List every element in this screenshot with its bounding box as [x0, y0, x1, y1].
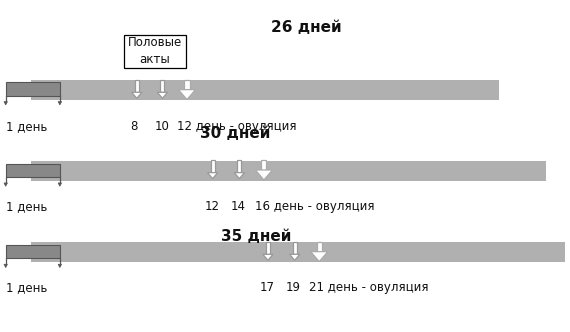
Polygon shape: [58, 102, 62, 105]
Polygon shape: [4, 264, 7, 268]
Text: 30 дней: 30 дней: [200, 126, 270, 141]
Polygon shape: [290, 254, 300, 260]
FancyBboxPatch shape: [124, 35, 186, 68]
Polygon shape: [58, 183, 62, 186]
Text: 10: 10: [155, 120, 170, 133]
Polygon shape: [135, 80, 139, 92]
Text: 17: 17: [259, 281, 274, 294]
Polygon shape: [211, 160, 214, 173]
Bar: [6, 245, 60, 258]
Polygon shape: [4, 102, 7, 105]
Polygon shape: [58, 264, 62, 268]
Bar: [31, 242, 565, 262]
Polygon shape: [185, 80, 189, 90]
Polygon shape: [266, 242, 270, 254]
Polygon shape: [238, 160, 242, 173]
Text: 1 день: 1 день: [6, 200, 47, 213]
Bar: [6, 82, 60, 96]
Text: 8: 8: [130, 120, 137, 133]
Bar: [31, 161, 546, 181]
Polygon shape: [263, 254, 273, 260]
Polygon shape: [234, 173, 245, 179]
Text: 16 день - овуляция: 16 день - овуляция: [255, 200, 374, 213]
Text: 12: 12: [205, 200, 219, 213]
Text: 14: 14: [231, 200, 246, 213]
Text: 1 день: 1 день: [6, 281, 47, 294]
Polygon shape: [317, 242, 321, 252]
Text: Половые
акты: Половые акты: [128, 37, 182, 66]
Polygon shape: [255, 170, 272, 180]
Text: 19: 19: [286, 281, 300, 294]
Bar: [6, 164, 60, 177]
Polygon shape: [207, 173, 218, 179]
Polygon shape: [161, 80, 164, 92]
Text: 1 день: 1 день: [6, 120, 47, 133]
Polygon shape: [4, 183, 7, 186]
Text: 12 день - овуляция: 12 день - овуляция: [177, 120, 296, 133]
Polygon shape: [178, 90, 196, 100]
Polygon shape: [132, 92, 142, 98]
Text: 21 день - овуляция: 21 день - овуляция: [309, 281, 429, 294]
Polygon shape: [293, 242, 296, 254]
Polygon shape: [311, 252, 328, 262]
Bar: [31, 80, 499, 100]
Polygon shape: [157, 92, 168, 98]
Text: 26 дней: 26 дней: [271, 20, 341, 35]
Polygon shape: [262, 160, 267, 170]
Text: 35 дней: 35 дней: [221, 229, 291, 244]
